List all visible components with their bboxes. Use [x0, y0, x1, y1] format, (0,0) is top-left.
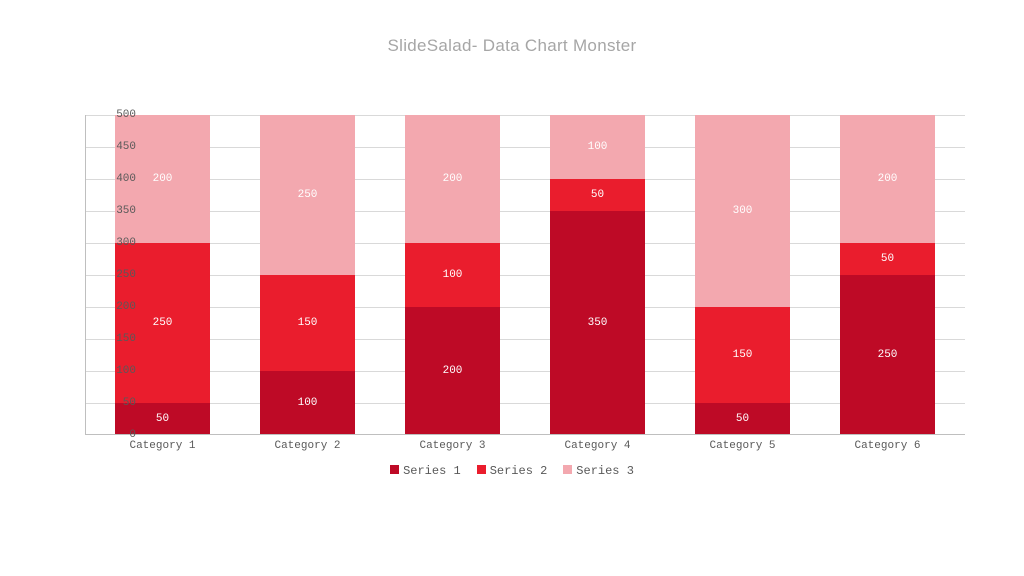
legend: Series 1 Series 2 Series 3	[0, 464, 1024, 478]
bar-segment: 250	[840, 275, 935, 435]
legend-swatch	[477, 465, 486, 474]
chart-area: 50 250 200 100 150 250 200 100 200 350 50 100 50 150 3…	[85, 115, 965, 435]
bar-segment: 250	[260, 115, 355, 275]
bar-column: 200 100 200	[405, 115, 500, 435]
bar-value-label: 100	[405, 269, 500, 281]
y-tick-label: 250	[96, 269, 136, 281]
bar-value-label: 150	[695, 349, 790, 361]
bar-column: 350 50 100	[550, 115, 645, 435]
bar-value-label: 50	[115, 413, 210, 425]
bar-segment: 200	[840, 115, 935, 243]
legend-label: Series 1	[403, 464, 461, 478]
x-axis-line	[85, 434, 965, 435]
bar-segment: 200	[405, 115, 500, 243]
bar-segment: 300	[695, 115, 790, 307]
y-tick-label: 100	[96, 365, 136, 377]
bar-value-label: 100	[260, 397, 355, 409]
plot-area: 50 250 200 100 150 250 200 100 200 350 50 100 50 150 3…	[85, 115, 965, 435]
bar-segment: 100	[405, 243, 500, 307]
bar-value-label: 350	[550, 317, 645, 329]
x-tick-label: Category 4	[550, 440, 645, 452]
y-tick-label: 200	[96, 301, 136, 313]
bar-segment: 350	[550, 211, 645, 435]
legend-item: Series 3	[563, 464, 634, 478]
x-tick-label: Category 3	[405, 440, 500, 452]
bar-column: 250 50 200	[840, 115, 935, 435]
page: SlideSalad- Data Chart Monster 50 250 200 1…	[0, 0, 1024, 576]
y-tick-label: 50	[96, 397, 136, 409]
bar-segment: 250	[115, 243, 210, 403]
x-tick-label: Category 1	[115, 440, 210, 452]
y-tick-label: 150	[96, 333, 136, 345]
x-tick-label: Category 5	[695, 440, 790, 452]
bar-value-label: 300	[695, 205, 790, 217]
bar-value-label: 250	[840, 349, 935, 361]
bar-segment: 150	[695, 307, 790, 403]
bar-value-label: 50	[840, 253, 935, 265]
y-tick-label: 400	[96, 173, 136, 185]
legend-label: Series 2	[490, 464, 548, 478]
bar-segment: 100	[260, 371, 355, 435]
bar-column: 50 150 300	[695, 115, 790, 435]
bar-segment: 50	[840, 243, 935, 275]
x-tick-label: Category 6	[840, 440, 935, 452]
bar-value-label: 250	[260, 189, 355, 201]
bar-value-label: 200	[405, 173, 500, 185]
bar-column: 100 150 250	[260, 115, 355, 435]
chart-title: SlideSalad- Data Chart Monster	[0, 36, 1024, 56]
y-axis-line	[85, 115, 86, 435]
legend-item: Series 1	[390, 464, 461, 478]
x-axis-ticks: Category 1 Category 2 Category 3 Category 4…	[85, 440, 965, 460]
y-tick-label: 450	[96, 141, 136, 153]
bar-value-label: 200	[405, 365, 500, 377]
legend-label: Series 3	[576, 464, 634, 478]
bar-segment: 200	[405, 307, 500, 435]
bar-value-label: 150	[260, 317, 355, 329]
bar-segment: 100	[550, 115, 645, 179]
bar-value-label: 50	[550, 189, 645, 201]
y-tick-label: 350	[96, 205, 136, 217]
y-tick-label: 300	[96, 237, 136, 249]
legend-swatch	[390, 465, 399, 474]
bar-value-label: 250	[115, 317, 210, 329]
bar-value-label: 100	[550, 141, 645, 153]
bar-value-label: 50	[695, 413, 790, 425]
bar-segment: 50	[550, 179, 645, 211]
legend-item: Series 2	[477, 464, 548, 478]
bar-value-label: 200	[840, 173, 935, 185]
bar-segment: 50	[695, 403, 790, 435]
y-tick-label: 500	[96, 109, 136, 121]
x-tick-label: Category 2	[260, 440, 355, 452]
bar-segment: 150	[260, 275, 355, 371]
legend-swatch	[563, 465, 572, 474]
